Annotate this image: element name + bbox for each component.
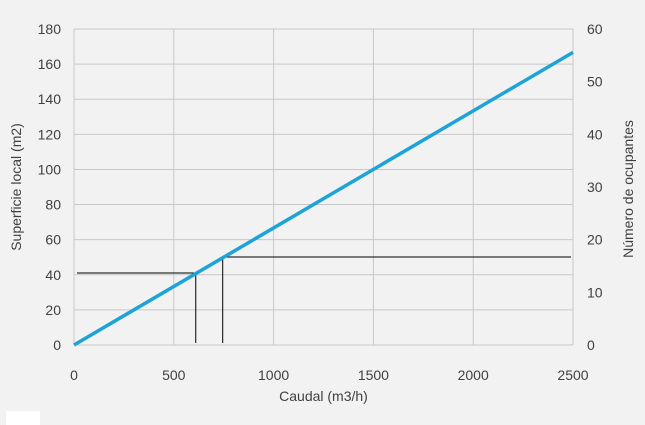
y-tick-label: 100 [38,161,62,177]
y-tick-label: 120 [38,126,62,142]
y2-tick-label: 30 [587,179,603,195]
y-tick-label: 60 [45,232,61,248]
y-axis-label: Superficie local (m2) [8,123,24,251]
chart-marks [73,50,574,347]
y2-tick-label: 50 [587,74,603,90]
x-axis-label: Caudal (m3/h) [279,388,368,404]
y-tick-label: 80 [45,197,61,213]
x-tick-label: 2500 [557,367,588,383]
y2-tick-label: 20 [587,232,603,248]
y-tick-label: 160 [38,56,62,72]
y2-tick-label: 0 [587,337,595,353]
grid-lines [73,28,574,346]
y-tick-label: 40 [45,267,61,283]
y-tick-label: 140 [38,91,62,107]
x-tick-label: 1000 [258,367,289,383]
x-tick-label: 1500 [358,367,389,383]
x-tick-label: 2000 [458,367,489,383]
x-tick-label: 0 [70,367,78,383]
y-tick-label: 20 [45,302,61,318]
x-tick-label: 500 [162,367,186,383]
tick-labels: 0 20 40 60 80 100 120 140 160 180 0 10 20 30 40 50 60 0 50… [38,21,603,383]
y2-tick-label: 10 [587,284,603,300]
y-tick-label: 0 [53,337,61,353]
y2-axis-label: Número de ocupantes [620,120,636,258]
series-line [73,50,574,347]
y2-tick-label: 40 [587,126,603,142]
y-tick-label: 180 [38,21,62,37]
y2-tick-label: 60 [587,21,603,37]
plot-area [74,29,573,345]
corner-box [6,411,40,425]
